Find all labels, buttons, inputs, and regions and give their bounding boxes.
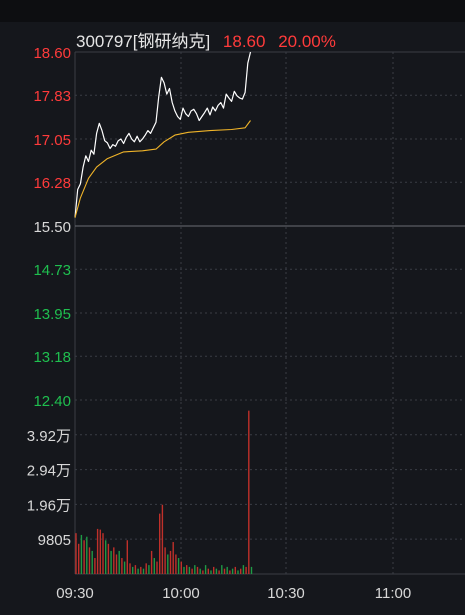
volume-bar [215,568,218,574]
volume-bar [88,547,91,574]
volume-bar [196,566,199,574]
volume-bar [169,550,172,574]
volume-bar [164,547,166,574]
grid [74,51,465,575]
volume-bar [183,566,185,574]
price-tick-label: 13.18 [33,349,71,366]
volume-bars [75,410,253,574]
volume-bar [150,550,153,574]
volume-bar [137,568,139,574]
volume-bar [242,565,245,574]
price-tick-label: 12.40 [33,393,71,410]
volume-bar [113,547,115,574]
price-tick-label: 16.28 [33,175,71,192]
volume-tick-label: 9805 [38,532,71,549]
volume-bar [105,540,107,574]
volume-bar [240,568,242,574]
price-line [74,51,252,218]
volume-bar [234,566,236,574]
volume-bar [218,570,220,574]
volume-tick-label: 2.94万 [27,463,71,480]
volume-bar [226,566,228,574]
volume-bar [175,554,177,574]
volume-bar [231,568,234,574]
price-tick-label: 18.60 [33,45,71,62]
volume-bar [229,570,231,574]
time-tick-label: 10:30 [267,585,305,602]
volume-bar [86,536,88,574]
volume-bar [186,565,188,574]
price-lines [74,51,252,218]
price-tick-label: 15.50 [33,219,71,236]
volume-bar [156,561,158,574]
volume-bar [96,528,99,574]
price-tick-label: 17.05 [33,132,71,149]
volume-bar [83,540,85,574]
volume-bar [132,566,134,574]
volume-bar [180,561,182,574]
volume-bar [237,570,239,574]
volume-bar [123,561,126,574]
volume-bar [102,533,104,574]
volume-bar [107,543,110,574]
stock-name[interactable]: 300797[钢研纳克] [76,32,211,51]
volume-bar [142,568,145,574]
volume-bar [202,570,204,574]
volume-bar [148,565,150,574]
price-tick-label: 14.73 [33,262,71,279]
volume-bar [177,558,180,574]
price-tick-label: 13.95 [33,306,71,323]
volume-bar [145,563,147,574]
volume-bar [110,550,112,574]
volume-bar [223,568,226,574]
volume-bar [199,568,201,574]
top-bar [0,0,465,22]
volume-tick-label: 1.96万 [27,497,71,514]
volume-bar [134,565,137,574]
volume-bar [161,504,164,574]
volume-bar [126,540,128,574]
volume-bar [140,566,142,574]
volume-bar [115,554,118,574]
volume-bar [159,513,161,574]
volume-bar [213,566,215,574]
volume-bar [221,565,223,574]
volume-bar [91,550,93,574]
volume-bar [248,410,250,574]
volume-bar [99,529,101,574]
volume-bar [188,566,191,574]
last-price: 18.60 [222,32,266,51]
volume-bar [78,543,80,574]
volume-bar [167,554,169,574]
time-tick-label: 10:00 [162,585,200,602]
volume-bar [191,568,193,574]
axis-labels: 18.60 17.83 17.05 16.28 15.50 14.73 13.95 13.18… [27,45,411,602]
volume-tick-label: 3.92万 [27,428,71,445]
volume-bar [207,568,209,574]
volume-bar [129,563,131,574]
time-tick-label: 11:00 [375,585,411,602]
volume-bar [153,558,155,574]
volume-bar [245,566,247,574]
volume-bar [172,542,174,574]
volume-bar [210,570,212,574]
volume-bar [194,565,196,574]
change-percent: 20.00% [278,32,336,51]
volume-bar [121,558,123,574]
average-price-line [74,120,251,218]
volume-bar [118,550,120,574]
volume-bar [94,558,96,574]
volume-bar [75,533,77,574]
volume-bar [80,534,83,574]
volume-bar [250,566,253,574]
price-tick-label: 17.83 [33,88,71,105]
volume-bar [204,565,207,574]
time-tick-label: 09:30 [56,585,94,602]
stock-header: 300797[钢研纳克] 18.60 20.00% [76,27,344,52]
